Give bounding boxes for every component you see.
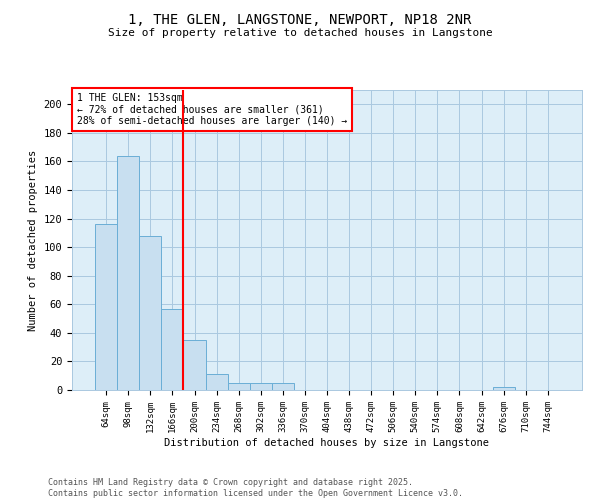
Bar xyxy=(250,383,272,390)
Bar xyxy=(206,374,227,390)
Bar xyxy=(117,156,139,390)
Bar xyxy=(161,308,184,390)
Text: 1 THE GLEN: 153sqm
← 72% of detached houses are smaller (361)
28% of semi-detach: 1 THE GLEN: 153sqm ← 72% of detached hou… xyxy=(77,93,347,126)
Bar xyxy=(493,387,515,390)
Text: Size of property relative to detached houses in Langstone: Size of property relative to detached ho… xyxy=(107,28,493,38)
Y-axis label: Number of detached properties: Number of detached properties xyxy=(28,150,38,330)
Bar xyxy=(184,340,206,390)
X-axis label: Distribution of detached houses by size in Langstone: Distribution of detached houses by size … xyxy=(164,438,490,448)
Text: Contains HM Land Registry data © Crown copyright and database right 2025.
Contai: Contains HM Land Registry data © Crown c… xyxy=(48,478,463,498)
Bar xyxy=(139,236,161,390)
Text: 1, THE GLEN, LANGSTONE, NEWPORT, NP18 2NR: 1, THE GLEN, LANGSTONE, NEWPORT, NP18 2N… xyxy=(128,12,472,26)
Bar xyxy=(272,383,294,390)
Bar xyxy=(227,383,250,390)
Bar xyxy=(95,224,117,390)
